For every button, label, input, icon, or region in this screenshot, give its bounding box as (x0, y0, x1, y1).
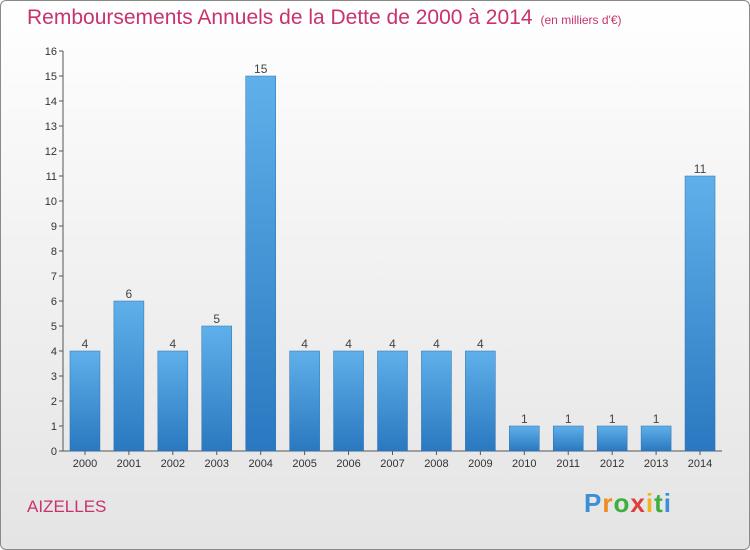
data-label: 4 (82, 337, 89, 351)
bar (201, 325, 233, 452)
logo-letter: P (584, 488, 603, 518)
commune-name: AIZELLES (27, 497, 107, 516)
data-label: 1 (653, 412, 660, 426)
data-label: 6 (126, 287, 133, 301)
logo-letter: i (645, 488, 655, 518)
bar (421, 350, 452, 452)
x-tick-label: 2001 (117, 458, 141, 470)
logo-letter: i (663, 488, 672, 518)
bar (596, 425, 628, 452)
y-tick-label: 0 (51, 446, 57, 458)
bar (289, 350, 320, 452)
bar (552, 425, 584, 452)
x-tick-label: 2003 (205, 458, 229, 470)
data-label: 4 (169, 337, 176, 351)
x-tick-label: 2007 (380, 458, 404, 470)
bar (377, 350, 408, 452)
x-tick-label: 2002 (161, 458, 185, 470)
data-label: 4 (477, 337, 484, 351)
x-tick-label: 2006 (336, 458, 360, 470)
data-label: 4 (301, 337, 308, 351)
data-label: 4 (389, 337, 396, 351)
bar (509, 425, 540, 452)
bar (465, 350, 496, 452)
bar (245, 75, 276, 452)
y-tick-label: 7 (51, 271, 57, 283)
x-tick-label: 2011 (556, 458, 580, 470)
x-tick-label: 2004 (248, 458, 272, 470)
bar (69, 350, 101, 452)
data-label: 1 (565, 412, 572, 426)
data-label: 1 (609, 412, 616, 426)
data-label: 4 (433, 337, 440, 351)
y-tick-label: 13 (45, 121, 57, 133)
chart-title: Remboursements Annuels de la Dette de 20… (27, 6, 622, 30)
y-tick-label: 12 (45, 146, 57, 158)
y-tick-label: 3 (51, 371, 57, 383)
x-tick-label: 2012 (600, 458, 624, 470)
x-tick-label: 2005 (292, 458, 316, 470)
logo-letter: o (613, 488, 631, 518)
proxiti-logo: Proxiti (584, 488, 672, 519)
y-tick-label: 9 (51, 221, 57, 233)
data-label: 5 (213, 312, 220, 326)
y-tick-label: 2 (51, 396, 57, 408)
data-label: 4 (345, 337, 352, 351)
y-tick-label: 16 (45, 46, 57, 58)
y-tick-label: 4 (51, 346, 57, 358)
chart-title-text: Remboursements Annuels de la Dette de 20… (27, 6, 533, 29)
logo-letter: x (630, 488, 646, 518)
y-tick-label: 5 (51, 321, 57, 333)
bar (333, 350, 364, 452)
x-tick-label: 2010 (512, 458, 536, 470)
bars (69, 75, 716, 452)
bar (640, 425, 672, 452)
y-tick-label: 8 (51, 246, 57, 258)
logo-letter: r (602, 488, 614, 518)
data-label: 1 (521, 412, 528, 426)
data-label: 11 (694, 162, 707, 176)
logo-letter: t (654, 488, 664, 518)
data-label: 15 (254, 62, 268, 76)
y-tick-label: 14 (45, 96, 57, 108)
x-tick-label: 2000 (73, 458, 97, 470)
x-tick-label: 2014 (688, 458, 712, 470)
y-tick-label: 11 (46, 171, 57, 183)
x-tick-label: 2008 (424, 458, 448, 470)
y-tick-label: 6 (51, 296, 57, 308)
chart-subtitle: (en milliers d'€) (540, 13, 622, 27)
x-tick-label: 2009 (468, 458, 492, 470)
bar (113, 300, 145, 452)
bar (157, 350, 189, 452)
bar (684, 175, 716, 452)
x-tick-label: 2013 (644, 458, 668, 470)
y-tick-label: 1 (51, 421, 57, 433)
y-tick-label: 10 (45, 196, 57, 208)
y-tick-label: 15 (45, 71, 57, 83)
